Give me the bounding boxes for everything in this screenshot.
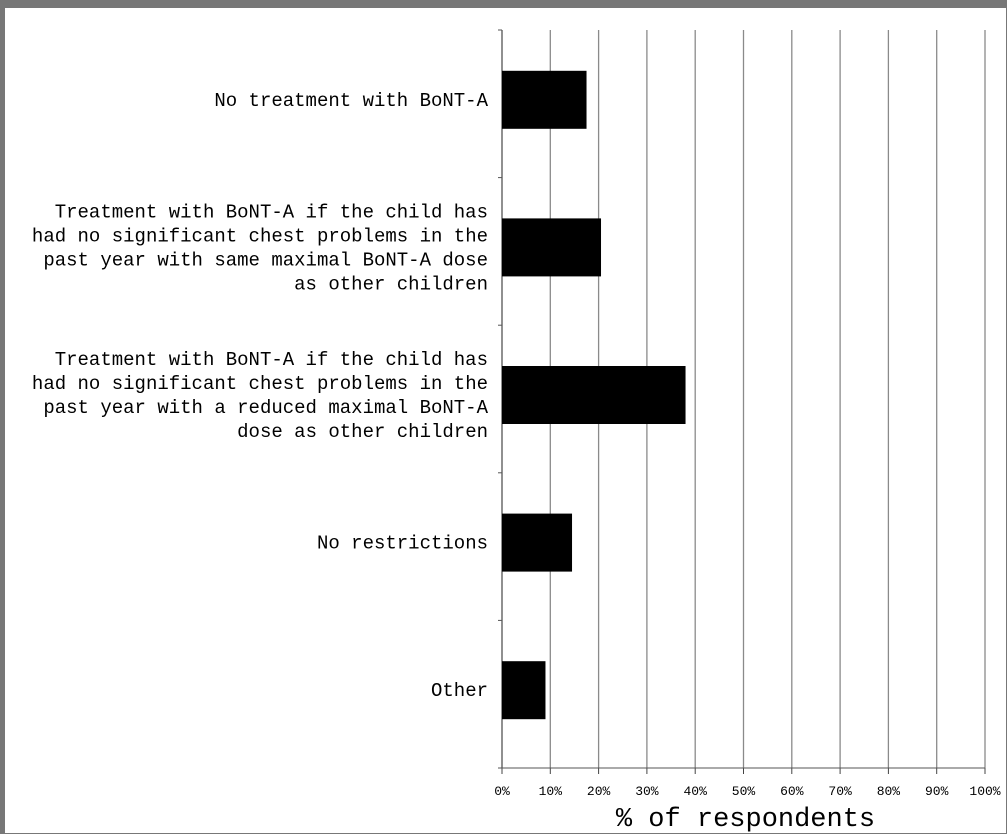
category-label-line: Treatment with BoNT-A if the child has [55,201,488,223]
x-tick-label: 40% [683,784,707,799]
category-label: Treatment with BoNT-A if the child has ha… [32,201,488,295]
category-label-line: No treatment with BoNT-A [214,90,488,112]
x-tick-label: 10% [539,784,563,799]
category-label-line: Other [431,680,488,702]
category-label-line: Treatment with BoNT-A if the child has [55,349,488,371]
bar [502,218,602,277]
category-label-line: past year with same maximal BoNT-A dose [43,249,488,271]
x-tick-label: 0% [494,784,510,799]
bar [502,661,546,720]
x-tick-label: 20% [587,784,611,799]
category-label-line: as other children [294,273,488,295]
category-label: No restrictions [317,533,488,555]
bar [502,513,573,572]
x-tick-label: 50% [732,784,756,799]
category-label: No treatment with BoNT-A [214,90,488,112]
x-axis-title: % of respondents [616,805,875,834]
category-label-line: dose as other children [237,421,488,443]
x-tick-label: 60% [780,784,804,799]
bar [502,70,587,129]
bar [502,366,686,424]
category-label-line: had no significant chest problems in the [32,225,488,247]
category-label: Treatment with BoNT-A if the child has ha… [32,349,489,443]
x-tick-label: 90% [925,784,949,799]
category-label: Other [431,680,488,702]
x-tick-label: 100% [969,784,1000,799]
x-tick-label: 80% [877,784,901,799]
category-label-line: had no significant chest problems in the [32,373,488,395]
x-tick-label: 70% [828,784,852,799]
category-label-line: No restrictions [317,533,488,555]
x-tick-label: 30% [635,784,659,799]
category-label-line: past year with a reduced maximal BoNT-A [43,397,488,419]
